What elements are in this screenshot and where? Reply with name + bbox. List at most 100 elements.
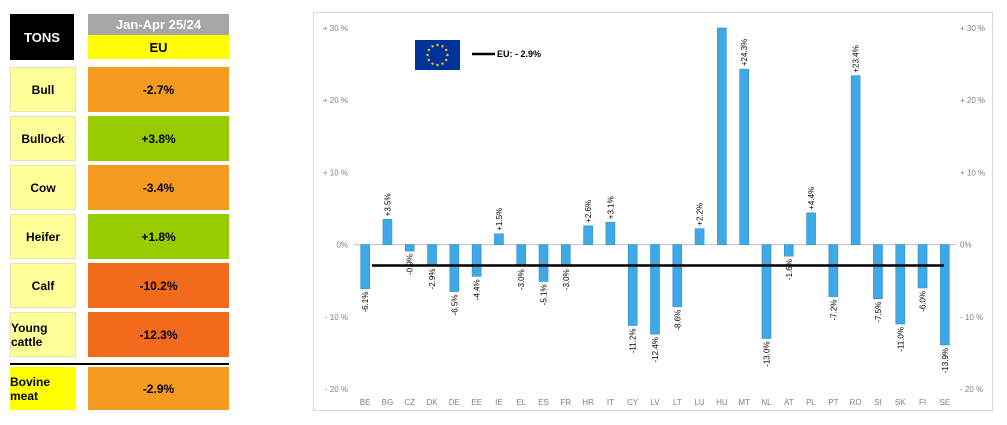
- eu-flag-star: [441, 62, 444, 65]
- bar-chart: + 30 % + 30 % + 20 % + 20 % + 10 % + 10 % 0% 0%…: [323, 24, 985, 407]
- bar-sk: [895, 244, 906, 325]
- row-value-cow: -3.4%: [88, 165, 229, 210]
- row-label-cow: Cow: [10, 165, 76, 210]
- bar-pt: [828, 244, 839, 297]
- x-tick-bg: BG: [382, 398, 394, 407]
- data-label-it: +3.1%: [606, 196, 615, 219]
- data-label-be: -6.1%: [361, 292, 370, 313]
- bar-cy: [627, 244, 638, 326]
- total-separator: [10, 363, 229, 365]
- eu-flag-star: [427, 58, 431, 62]
- data-label-lt: -8.6%: [673, 310, 682, 331]
- x-tick-fi: FI: [919, 398, 926, 407]
- summary-table: TONS Jan-Apr 25/24 EU Bull -2.7% Bullock +3…: [0, 0, 260, 425]
- bar-pl: [806, 212, 816, 245]
- eu-flag-star: [426, 53, 429, 57]
- x-tick-ro: RO: [850, 398, 862, 407]
- x-tick-se: SE: [940, 398, 951, 407]
- row-label-heifer: Heifer: [10, 214, 76, 259]
- eu-flag-star: [436, 43, 439, 47]
- data-label-sk: -11.0%: [896, 327, 905, 352]
- data-label-ro: +23.4%: [852, 45, 861, 72]
- bar-dk: [427, 244, 437, 266]
- x-tick-de: DE: [449, 398, 460, 407]
- bar-ro: [850, 75, 861, 245]
- x-tick-be: BE: [360, 398, 371, 407]
- legend-label: EU: - 2.9%: [497, 49, 541, 59]
- x-tick-ee: EE: [471, 398, 482, 407]
- row-label-bull: Bull: [10, 67, 76, 112]
- y-tick-left: 0%: [336, 241, 348, 250]
- bar-ee: [471, 244, 482, 277]
- bar-at: [783, 244, 794, 257]
- period-header: Jan-Apr 25/24: [88, 14, 229, 35]
- bar-si: [873, 244, 883, 300]
- y-tick-left: + 20 %: [323, 96, 348, 105]
- row-value-young-cattle: -12.3%: [88, 312, 229, 357]
- data-label-nl: -13.0%: [762, 341, 771, 366]
- y-tick-right: + 30 %: [960, 24, 985, 33]
- x-tick-nl: NL: [761, 398, 772, 407]
- x-tick-cz: CZ: [404, 398, 415, 407]
- eu-flag-star: [444, 48, 448, 52]
- x-tick-dk: DK: [426, 398, 438, 407]
- data-label-dk: -2.9%: [428, 269, 437, 290]
- bar-se: [940, 244, 950, 346]
- row-label-young-cattle: Young cattle: [10, 312, 76, 357]
- data-label-at: -1.6%: [785, 259, 794, 280]
- total-label: Bovine meat: [10, 367, 76, 410]
- eu-flag-star: [431, 62, 434, 65]
- bar-it: [605, 221, 616, 245]
- chart-frame: + 30 % + 30 % + 20 % + 20 % + 10 % + 10 % 0% 0%…: [313, 12, 993, 411]
- y-tick-right: - 20 %: [960, 385, 983, 394]
- data-label-pt: -7.2%: [829, 300, 838, 321]
- data-label-bg: +3.5%: [383, 193, 392, 216]
- x-tick-es: ES: [538, 398, 549, 407]
- eu-flag-star: [431, 45, 434, 48]
- x-tick-lt: LT: [673, 398, 682, 407]
- data-label-lu: +2.2%: [696, 203, 705, 226]
- eu-flag-star: [436, 63, 439, 67]
- x-tick-hu: HU: [716, 398, 728, 407]
- eu-flag-star: [441, 45, 444, 48]
- x-tick-hr: HR: [582, 398, 594, 407]
- total-value: -2.9%: [88, 367, 229, 410]
- data-label-pl: +4.4%: [807, 187, 816, 210]
- bar-de: [449, 244, 460, 292]
- x-tick-pl: PL: [806, 398, 816, 407]
- region-header: EU: [88, 35, 229, 59]
- row-value-bullock: +3.8%: [88, 116, 229, 161]
- x-tick-ie: IE: [495, 398, 503, 407]
- data-label-es: -5.1%: [540, 284, 549, 305]
- row-label-calf: Calf: [10, 263, 76, 308]
- data-label-ie: +1.5%: [495, 208, 504, 231]
- bar-bg: [382, 219, 393, 245]
- bar-es: [538, 244, 549, 282]
- x-tick-mt: MT: [738, 398, 750, 407]
- y-tick-left: + 30 %: [323, 24, 348, 33]
- bar-fr: [561, 244, 571, 267]
- bar-hr: [583, 225, 593, 245]
- row-value-calf: -10.2%: [88, 263, 229, 308]
- data-label-de: -6.5%: [450, 295, 459, 316]
- data-label-ee: -4.4%: [473, 279, 482, 300]
- data-label-el: -3.0%: [517, 269, 526, 290]
- row-label-bullock: Bullock: [10, 116, 76, 161]
- bar-cz: [404, 244, 415, 252]
- x-tick-lv: LV: [650, 398, 660, 407]
- data-label-lv: -12.4%: [651, 337, 660, 362]
- eu-flag-star: [427, 48, 431, 52]
- y-tick-right: - 10 %: [960, 313, 983, 322]
- x-tick-fr: FR: [560, 398, 571, 407]
- x-tick-pt: PT: [828, 398, 838, 407]
- bar-hu: [717, 27, 727, 245]
- data-label-cy: -11.2%: [629, 328, 638, 353]
- x-tick-it: IT: [607, 398, 614, 407]
- data-label-hr: +2.6%: [584, 200, 593, 223]
- row-value-bull: -2.7%: [88, 67, 229, 112]
- bar-lt: [672, 244, 683, 307]
- x-tick-cy: CY: [627, 398, 639, 407]
- bar-nl: [761, 244, 772, 339]
- y-tick-right: 0%: [960, 241, 972, 250]
- y-tick-left: - 20 %: [325, 385, 348, 394]
